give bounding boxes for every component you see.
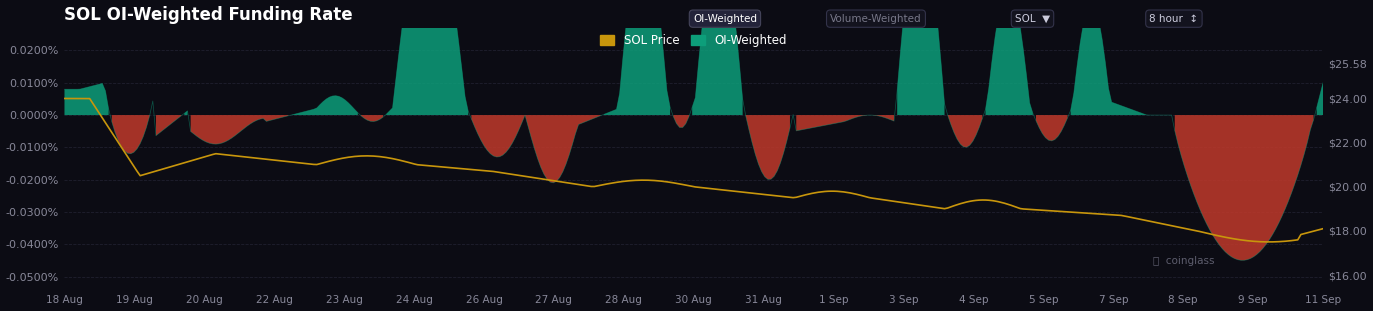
Legend: SOL Price, OI-Weighted: SOL Price, OI-Weighted <box>600 34 787 47</box>
Text: OI-Weighted: OI-Weighted <box>693 14 757 24</box>
Text: 🐧  coinglass: 🐧 coinglass <box>1153 256 1215 266</box>
Text: SOL OI-Weighted Funding Rate: SOL OI-Weighted Funding Rate <box>65 6 353 24</box>
Text: Volume-Weighted: Volume-Weighted <box>831 14 921 24</box>
Text: SOL  ▼: SOL ▼ <box>1015 14 1050 24</box>
Text: 8 hour  ↕: 8 hour ↕ <box>1149 14 1199 24</box>
